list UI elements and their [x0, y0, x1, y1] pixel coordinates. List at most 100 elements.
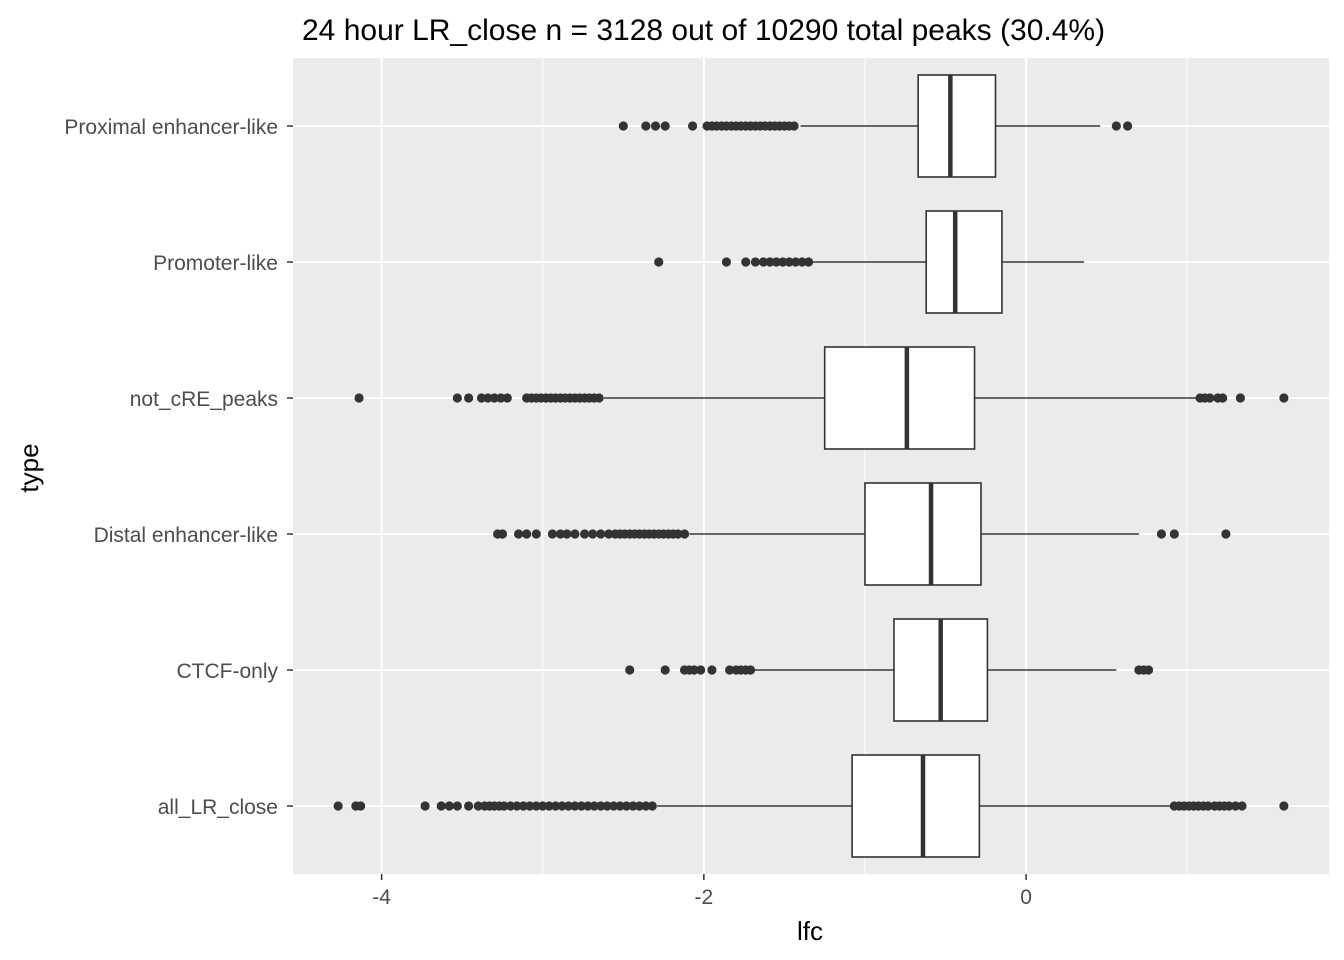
- outlier-point: [562, 529, 572, 539]
- outlier-point: [1203, 801, 1213, 811]
- outlier-point: [765, 257, 775, 267]
- outlier-point: [531, 801, 541, 811]
- outlier-point: [512, 801, 522, 811]
- outlier-point: [1123, 121, 1133, 131]
- y-tick-label: all_LR_close: [158, 796, 278, 819]
- x-axis-title: lfc: [797, 916, 823, 946]
- outlier-point: [531, 529, 541, 539]
- outlier-point: [464, 801, 474, 811]
- outlier-point: [721, 257, 732, 267]
- outlier-point: [1111, 121, 1121, 131]
- outlier-point: [647, 801, 657, 811]
- box-iqr: [823, 346, 976, 450]
- x-axis-ticks: -4 -2 0: [372, 874, 1032, 909]
- outlier-point: [778, 257, 788, 267]
- outlier-point: [797, 257, 807, 267]
- box-group: [618, 74, 1133, 178]
- box-group: [493, 482, 1231, 586]
- x-tick-label: -2: [695, 886, 714, 909]
- outlier-point: [551, 801, 561, 811]
- boxes: [333, 74, 1289, 858]
- outlier-point: [791, 257, 801, 267]
- outlier-point: [634, 801, 645, 811]
- outlier-point: [505, 801, 516, 811]
- outlier-point: [1235, 393, 1245, 403]
- outlier-point: [1156, 529, 1167, 539]
- outlier-point: [750, 257, 761, 267]
- box-iqr: [851, 754, 981, 858]
- outlier-point: [473, 801, 483, 811]
- outlier-point: [557, 801, 567, 811]
- outlier-point: [502, 393, 512, 403]
- outlier-point: [580, 529, 590, 539]
- y-tick-label: Promoter-like: [153, 252, 278, 275]
- outlier-point: [609, 801, 619, 811]
- outlier-point: [660, 121, 670, 131]
- outlier-point: [596, 529, 606, 539]
- outlier-point: [725, 665, 735, 675]
- outlier-point: [602, 801, 612, 811]
- outlier-point: [745, 665, 756, 675]
- outlier-point: [596, 801, 606, 811]
- box-iqr: [864, 482, 982, 586]
- outlier-point: [452, 801, 462, 811]
- outlier-point: [654, 257, 664, 267]
- outlier-point: [660, 665, 670, 675]
- outlier-point: [513, 529, 524, 539]
- outlier-point: [576, 801, 587, 811]
- outlier-point: [525, 801, 535, 811]
- outlier-point: [673, 529, 683, 539]
- outlier-point: [741, 257, 751, 267]
- x-tick-label: 0: [1020, 886, 1032, 909]
- outlier-point: [1224, 801, 1234, 811]
- outlier-point: [452, 393, 462, 403]
- outlier-point: [518, 801, 529, 811]
- outlier-point: [570, 801, 580, 811]
- outlier-point: [758, 257, 769, 267]
- outlier-point: [641, 801, 651, 811]
- box-iqr: [917, 74, 997, 178]
- outlier-point: [588, 529, 598, 539]
- outlier-point: [1143, 665, 1154, 675]
- outlier-point: [496, 393, 506, 403]
- outlier-point: [436, 801, 446, 811]
- outlier-point: [679, 529, 690, 539]
- outlier-point: [547, 529, 558, 539]
- outlier-point: [333, 801, 343, 811]
- outlier-point: [618, 121, 628, 131]
- outlier-point: [1221, 529, 1231, 539]
- outlier-point: [538, 801, 548, 811]
- outlier-point: [1218, 393, 1228, 403]
- outlier-point: [476, 393, 487, 403]
- outlier-point: [420, 801, 430, 811]
- outlier-point: [625, 665, 635, 675]
- y-axis-title: type: [14, 443, 44, 492]
- y-tick-label: Distal enhancer-like: [94, 524, 278, 547]
- box-group: [625, 618, 1154, 722]
- outlier-point: [621, 801, 632, 811]
- outlier-point: [1237, 801, 1247, 811]
- outlier-point: [464, 393, 474, 403]
- outlier-point: [583, 801, 593, 811]
- box-group: [354, 346, 1289, 450]
- outlier-point: [570, 529, 580, 539]
- outlier-point: [522, 529, 532, 539]
- outlier-point: [604, 529, 614, 539]
- y-tick-label: Proximal enhancer-like: [64, 116, 278, 139]
- outlier-point: [594, 393, 604, 403]
- outlier-point: [356, 801, 366, 811]
- outlier-point: [544, 801, 554, 811]
- y-axis-ticks: Proximal enhancer-like Promoter-like not_c…: [64, 116, 293, 819]
- outlier-point: [707, 665, 717, 675]
- box-group: [333, 754, 1289, 858]
- outlier-point: [803, 257, 814, 267]
- outlier-point: [650, 121, 661, 131]
- outlier-point: [615, 801, 625, 811]
- chart-title: 24 hour LR_close n = 3128 out of 10290 t…: [302, 14, 1105, 47]
- outlier-point: [563, 801, 574, 811]
- box-group: [654, 210, 1085, 314]
- outlier-point: [1205, 393, 1215, 403]
- outlier-point: [689, 665, 699, 675]
- outlier-point: [687, 121, 698, 131]
